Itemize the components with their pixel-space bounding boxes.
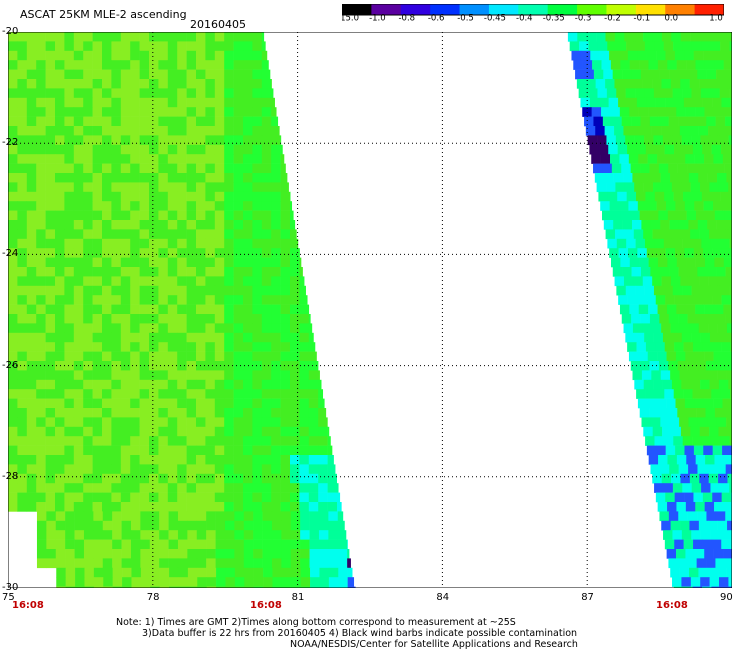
swath-time-label: 16:08 (12, 600, 44, 611)
note-line-1: Note: 1) Times are GMT 2)Times along bot… (116, 617, 516, 628)
colorbar-label: 0.0 (664, 14, 678, 22)
colorbar-cell (665, 4, 696, 15)
lon-tick-label: 90 (720, 592, 733, 603)
colorbar-label: -0.3 (575, 14, 592, 22)
lon-tick-label: 81 (291, 592, 305, 603)
colorbar-label: -0.4 (516, 14, 533, 22)
colorbar-cell (430, 4, 461, 15)
note-line-2: 3)Data buffer is 22 hrs from 20160405 4)… (142, 628, 578, 639)
colorbar-cell (342, 4, 372, 15)
lon-tick-label: 78 (146, 592, 160, 603)
swath-time-label: 16:08 (250, 600, 282, 611)
lon-tick-label: 75 (2, 592, 15, 603)
lon-tick-label: 84 (436, 592, 450, 603)
lat-tick-label: -24 (2, 248, 19, 260)
colorbar-label: -0.8 (398, 14, 415, 22)
chart-title: ASCAT 25KM MLE-2 ascending (20, 8, 187, 21)
colorbar-cell (694, 4, 724, 15)
colorbar-cell (400, 4, 431, 15)
lat-tick-label: -28 (2, 470, 19, 482)
lat-tick-label: -22 (2, 137, 19, 149)
lat-tick-label: -30 (2, 582, 19, 593)
colorbar-label: -0.45 (484, 14, 506, 22)
colorbar-label: -0.1 (634, 14, 651, 22)
colorbar-label: -1.0 (369, 14, 386, 22)
swath-map (8, 32, 732, 588)
swath-time-label: 16:08 (656, 600, 688, 611)
colorbar-label: -0.35 (543, 14, 565, 22)
colorbar-cell (488, 4, 519, 15)
graticule (8, 32, 732, 588)
colorbar-label: -15.0 (342, 14, 359, 22)
colorbar-label: 1.0 (709, 14, 723, 22)
colorbar-label: -0.2 (604, 14, 621, 22)
colorbar-cell (577, 4, 607, 15)
colorbar-cell (547, 4, 578, 15)
note-line-3: NOAA/NESDIS/Center for Satellite Applica… (290, 639, 578, 650)
colorbar-cell (459, 4, 490, 15)
date-label: 20160405 (190, 18, 246, 31)
colorbar-cell (371, 4, 402, 15)
swath-left (8, 32, 356, 588)
colorbar-cell (606, 4, 637, 15)
colorbar-cell (635, 4, 666, 15)
colorbar-legend: -15.0 -1.0 -0.8 -0.6 -0.5 -0.45 -0.4 -0.35 -0.3 -… (342, 4, 724, 21)
colorbar-label: -0.5 (457, 14, 474, 22)
lat-tick-label: -20 (2, 26, 19, 37)
colorbar-cell (518, 4, 549, 15)
colorbar-label: -0.6 (428, 14, 445, 22)
lon-tick-label: 87 (581, 592, 594, 603)
swath-right (567, 32, 732, 588)
lat-tick-label: -26 (2, 359, 19, 371)
